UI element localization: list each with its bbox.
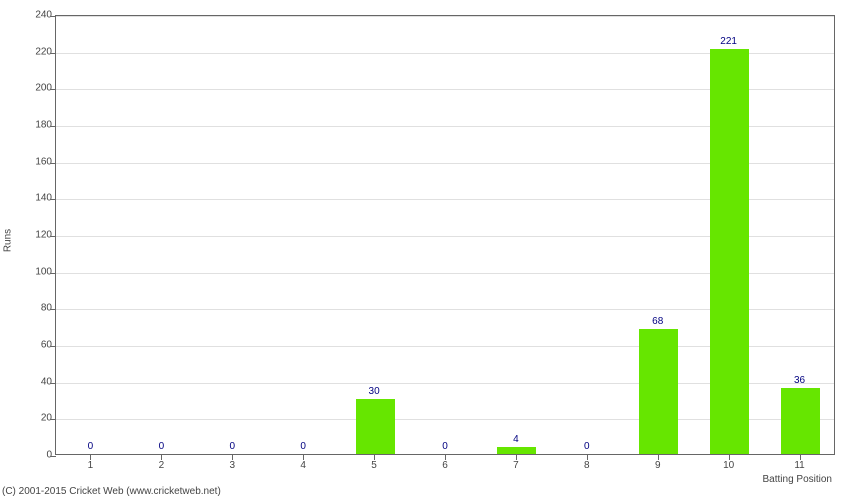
- bar-value-label: 0: [584, 441, 590, 452]
- xtick-label: 11: [794, 460, 804, 471]
- bar-value-label: 0: [159, 441, 165, 452]
- xtick-label: 8: [584, 460, 590, 471]
- bar-value-label: 36: [794, 375, 805, 386]
- xtick-label: 4: [300, 460, 306, 471]
- ytick-label: 40: [12, 376, 52, 387]
- bar-value-label: 0: [229, 441, 235, 452]
- xtick-label: 3: [229, 460, 235, 471]
- xtick-label: 6: [442, 460, 448, 471]
- ytick-label: 220: [12, 46, 52, 57]
- gridline: [56, 16, 834, 17]
- xtick-label: 7: [513, 460, 519, 471]
- chart-container: Runs Batting Position (C) 2001-2015 Cric…: [0, 0, 850, 500]
- bar-value-label: 0: [442, 441, 448, 452]
- xtick-label: 1: [88, 460, 94, 471]
- ytick-label: 160: [12, 156, 52, 167]
- bar: [781, 388, 820, 454]
- ytick-label: 140: [12, 193, 52, 204]
- bar: [497, 447, 536, 454]
- bar: [639, 329, 678, 454]
- xtick-label: 2: [159, 460, 165, 471]
- bar-value-label: 30: [369, 386, 380, 397]
- ytick-label: 200: [12, 83, 52, 94]
- ytick-label: 60: [12, 340, 52, 351]
- bar: [710, 49, 749, 454]
- xtick-label: 5: [371, 460, 377, 471]
- ytick-label: 100: [12, 266, 52, 277]
- plot-area: [55, 15, 835, 455]
- bar-value-label: 68: [652, 316, 663, 327]
- copyright-text: (C) 2001-2015 Cricket Web (www.cricketwe…: [2, 486, 221, 497]
- ytick-label: 120: [12, 230, 52, 241]
- bar-value-label: 0: [300, 441, 306, 452]
- x-axis-label: Batting Position: [763, 474, 833, 485]
- ytick-label: 240: [12, 10, 52, 21]
- ytick-label: 0: [12, 450, 52, 461]
- ytick-label: 80: [12, 303, 52, 314]
- ytick-label: 20: [12, 413, 52, 424]
- xtick-label: 10: [723, 460, 734, 471]
- ytick-label: 180: [12, 120, 52, 131]
- bar-value-label: 0: [88, 441, 94, 452]
- xtick-label: 9: [655, 460, 661, 471]
- bar-value-label: 4: [513, 434, 519, 445]
- bar-value-label: 221: [720, 36, 737, 47]
- bar: [356, 399, 395, 454]
